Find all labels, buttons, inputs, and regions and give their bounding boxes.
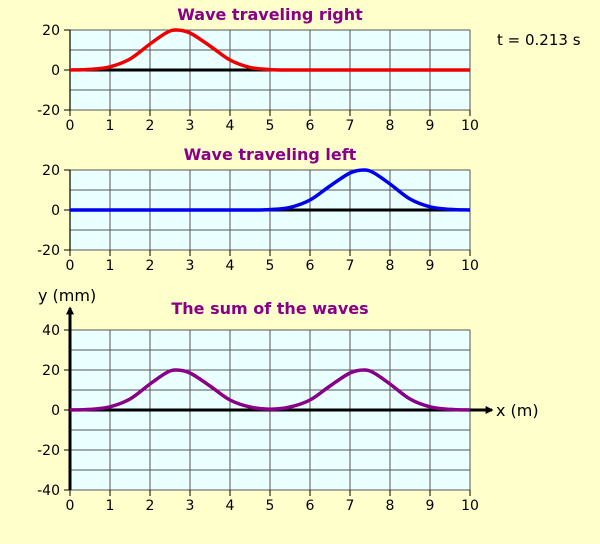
y-tick-label: -20	[37, 443, 60, 459]
x-tick-label: 1	[106, 118, 115, 134]
x-tick-label: 5	[266, 258, 275, 274]
x-tick-label: 2	[146, 118, 155, 134]
x-tick-label: 8	[386, 258, 395, 274]
y-tick-label: 20	[42, 363, 60, 379]
chart-title: Wave traveling right	[177, 5, 363, 24]
y-tick-label: -20	[37, 103, 60, 119]
x-tick-label: 6	[306, 498, 315, 514]
y-tick-label: 0	[51, 203, 60, 219]
chart-panel-3: 0 1 2 3 4 5 6 7 8 9 10 40 20 0 -20 -40 x (m) y (mm) The su…	[37, 286, 539, 514]
y-tick-label: -20	[37, 243, 60, 259]
x-tick-label: 7	[346, 258, 355, 274]
x-tick-label: 6	[306, 258, 315, 274]
x-tick-label: 2	[146, 498, 155, 514]
y-axis-label: y (mm)	[38, 286, 96, 305]
x-tick-label: 1	[106, 258, 115, 274]
x-tick-label: 7	[346, 118, 355, 134]
x-tick-label: 8	[386, 498, 395, 514]
x-tick-label: 1	[106, 498, 115, 514]
x-tick-label: 10	[461, 498, 479, 514]
x-tick-label: 10	[461, 118, 479, 134]
chart-title: Wave traveling left	[184, 145, 357, 164]
series-line	[69, 168, 471, 212]
chart-panel-1: 0 1 2 3 4 5 6 7 8 9 10 20 0 -20 Wave traveling right	[37, 5, 479, 134]
x-tick-label: 9	[426, 258, 435, 274]
chart-title: The sum of the waves	[171, 299, 368, 318]
x-tick-label: 4	[226, 118, 235, 134]
x-tick-label: 9	[426, 498, 435, 514]
x-tick-label: 3	[186, 258, 195, 274]
x-tick-label: 5	[266, 498, 275, 514]
x-tick-label: 0	[66, 498, 75, 514]
x-tick-label: 2	[146, 258, 155, 274]
x-axis-label: x (m)	[496, 401, 539, 420]
x-tick-label: 5	[266, 118, 275, 134]
x-tick-label: 4	[226, 258, 235, 274]
x-tick-label: 9	[426, 118, 435, 134]
y-tick-label: -40	[37, 483, 60, 499]
y-tick-label: 0	[51, 63, 60, 79]
y-tick-label: 0	[51, 403, 60, 419]
time-readout: t = 0.213 s	[497, 31, 581, 49]
x-tick-label: 0	[66, 258, 75, 274]
series-line	[69, 28, 470, 72]
y-tick-label: 40	[42, 323, 60, 339]
x-tick-label: 0	[66, 118, 75, 134]
x-tick-label: 3	[186, 498, 195, 514]
y-tick-label: 20	[42, 23, 60, 39]
series-line	[69, 368, 471, 412]
x-tick-label: 8	[386, 118, 395, 134]
x-tick-label: 7	[346, 498, 355, 514]
x-tick-label: 3	[186, 118, 195, 134]
chart-panel-2: 0 1 2 3 4 5 6 7 8 9 10 20 0 -20 Wave traveling left	[37, 145, 479, 274]
x-tick-label: 4	[226, 498, 235, 514]
x-tick-label: 6	[306, 118, 315, 134]
y-tick-label: 20	[42, 163, 60, 179]
x-tick-label: 10	[461, 258, 479, 274]
